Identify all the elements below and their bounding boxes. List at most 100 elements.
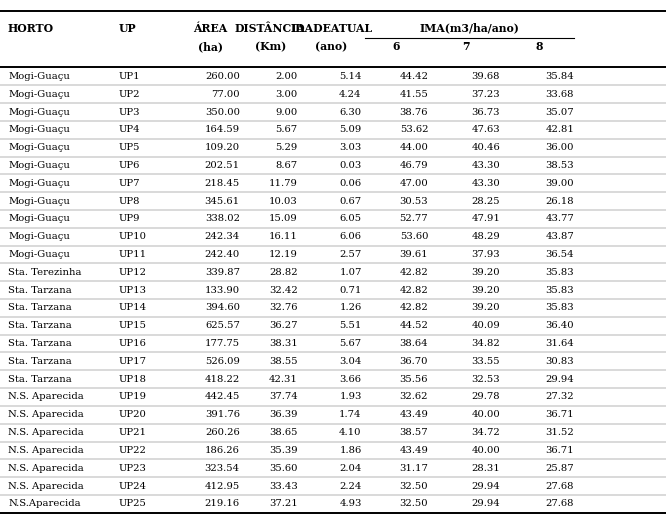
- Text: 44.42: 44.42: [399, 72, 428, 81]
- Text: 42.81: 42.81: [545, 125, 574, 134]
- Text: 52.77: 52.77: [400, 214, 428, 223]
- Text: 38.76: 38.76: [400, 107, 428, 116]
- Text: 29.78: 29.78: [472, 392, 500, 402]
- Text: 133.90: 133.90: [204, 285, 240, 295]
- Text: N.S. Aparecida: N.S. Aparecida: [8, 446, 84, 455]
- Text: 2.04: 2.04: [339, 464, 362, 473]
- Text: 412.95: 412.95: [204, 482, 240, 490]
- Text: 4.10: 4.10: [339, 428, 362, 437]
- Text: 177.75: 177.75: [204, 339, 240, 348]
- Text: 47.00: 47.00: [400, 179, 428, 188]
- Text: Mogi-Guaçu: Mogi-Guaçu: [8, 161, 70, 170]
- Text: UP21: UP21: [119, 428, 147, 437]
- Text: 36.70: 36.70: [400, 357, 428, 366]
- Text: 43.49: 43.49: [400, 446, 428, 455]
- Text: 16.11: 16.11: [269, 232, 298, 241]
- Text: 27.68: 27.68: [545, 499, 574, 509]
- Text: N.S. Aparecida: N.S. Aparecida: [8, 411, 84, 419]
- Text: 0.06: 0.06: [340, 179, 362, 188]
- Text: UP3: UP3: [119, 107, 140, 116]
- Text: Mogi-Guaçu: Mogi-Guaçu: [8, 143, 70, 152]
- Text: 38.53: 38.53: [545, 161, 574, 170]
- Text: 35.39: 35.39: [269, 446, 298, 455]
- Text: 48.29: 48.29: [472, 232, 500, 241]
- Text: 39.00: 39.00: [545, 179, 574, 188]
- Text: 40.00: 40.00: [472, 446, 500, 455]
- Text: Mogi-Guaçu: Mogi-Guaçu: [8, 179, 70, 188]
- Text: Sta. Tarzana: Sta. Tarzana: [8, 357, 72, 366]
- Text: 0.71: 0.71: [339, 285, 362, 295]
- Text: UP22: UP22: [119, 446, 147, 455]
- Text: UP24: UP24: [119, 482, 147, 490]
- Text: 34.72: 34.72: [472, 428, 500, 437]
- Text: 526.09: 526.09: [205, 357, 240, 366]
- Text: 4.24: 4.24: [339, 90, 362, 99]
- Text: 53.62: 53.62: [400, 125, 428, 134]
- Text: 38.57: 38.57: [400, 428, 428, 437]
- Text: 2.24: 2.24: [339, 482, 362, 490]
- Text: Sta. Tarzana: Sta. Tarzana: [8, 375, 72, 384]
- Text: 36.40: 36.40: [545, 321, 574, 330]
- Text: 109.20: 109.20: [204, 143, 240, 152]
- Text: 27.32: 27.32: [545, 392, 574, 402]
- Text: HORTO: HORTO: [8, 22, 54, 34]
- Text: Sta. Tarzana: Sta. Tarzana: [8, 285, 72, 295]
- Text: 5.67: 5.67: [340, 339, 362, 348]
- Text: Mogi-Guaçu: Mogi-Guaçu: [8, 125, 70, 134]
- Text: 3.04: 3.04: [339, 357, 362, 366]
- Text: 186.26: 186.26: [205, 446, 240, 455]
- Text: IMA(m3/ha/ano): IMA(m3/ha/ano): [420, 22, 519, 34]
- Text: 10.03: 10.03: [269, 197, 298, 206]
- Text: 42.31: 42.31: [269, 375, 298, 384]
- Text: UP8: UP8: [119, 197, 140, 206]
- Text: 39.20: 39.20: [472, 268, 500, 277]
- Text: 12.19: 12.19: [269, 250, 298, 259]
- Text: 3.03: 3.03: [340, 143, 362, 152]
- Text: 8.67: 8.67: [276, 161, 298, 170]
- Text: Mogi-Guaçu: Mogi-Guaçu: [8, 250, 70, 259]
- Text: 43.49: 43.49: [400, 411, 428, 419]
- Text: 1.86: 1.86: [340, 446, 362, 455]
- Text: Mogi-Guaçu: Mogi-Guaçu: [8, 107, 70, 116]
- Text: 164.59: 164.59: [204, 125, 240, 134]
- Text: 339.87: 339.87: [204, 268, 240, 277]
- Text: 29.94: 29.94: [545, 375, 574, 384]
- Text: 28.25: 28.25: [472, 197, 500, 206]
- Text: 7: 7: [462, 41, 470, 52]
- Text: UP25: UP25: [119, 499, 147, 509]
- Text: 323.54: 323.54: [204, 464, 240, 473]
- Text: 6.30: 6.30: [340, 107, 362, 116]
- Text: 38.55: 38.55: [269, 357, 298, 366]
- Text: UP23: UP23: [119, 464, 147, 473]
- Text: UP11: UP11: [119, 250, 147, 259]
- Text: 35.83: 35.83: [545, 285, 574, 295]
- Text: 0.03: 0.03: [340, 161, 362, 170]
- Text: UP2: UP2: [119, 90, 140, 99]
- Text: 345.61: 345.61: [204, 197, 240, 206]
- Text: 202.51: 202.51: [204, 161, 240, 170]
- Text: 3.66: 3.66: [340, 375, 362, 384]
- Text: 8: 8: [535, 41, 543, 52]
- Text: 43.87: 43.87: [545, 232, 574, 241]
- Text: 36.71: 36.71: [545, 446, 574, 455]
- Text: 40.00: 40.00: [472, 411, 500, 419]
- Text: 39.61: 39.61: [400, 250, 428, 259]
- Text: 35.84: 35.84: [545, 72, 574, 81]
- Text: 39.20: 39.20: [472, 304, 500, 312]
- Text: 15.09: 15.09: [269, 214, 298, 223]
- Text: 625.57: 625.57: [205, 321, 240, 330]
- Text: N.S. Aparecida: N.S. Aparecida: [8, 482, 84, 490]
- Text: UP7: UP7: [119, 179, 140, 188]
- Text: UP4: UP4: [119, 125, 140, 134]
- Text: 418.22: 418.22: [204, 375, 240, 384]
- Text: N.S. Aparecida: N.S. Aparecida: [8, 392, 84, 402]
- Text: 32.50: 32.50: [400, 482, 428, 490]
- Text: 35.07: 35.07: [545, 107, 574, 116]
- Text: 6.06: 6.06: [340, 232, 362, 241]
- Text: 5.29: 5.29: [276, 143, 298, 152]
- Text: 35.83: 35.83: [545, 268, 574, 277]
- Text: 6: 6: [393, 41, 400, 52]
- Text: Mogi-Guaçu: Mogi-Guaçu: [8, 72, 70, 81]
- Text: 44.00: 44.00: [400, 143, 428, 152]
- Text: 36.54: 36.54: [545, 250, 574, 259]
